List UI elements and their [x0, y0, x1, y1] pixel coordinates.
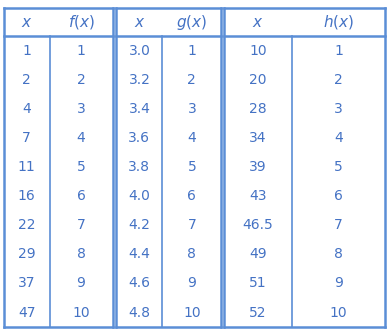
Text: 6: 6	[187, 189, 196, 203]
Text: 34: 34	[249, 131, 267, 145]
Text: 49: 49	[249, 247, 267, 261]
Text: 4.0: 4.0	[128, 189, 151, 203]
Text: 5: 5	[334, 160, 343, 174]
Text: 3: 3	[187, 102, 196, 116]
Text: 10: 10	[249, 44, 267, 58]
Text: 1: 1	[77, 44, 86, 58]
Text: 2: 2	[334, 73, 343, 87]
Text: 4: 4	[22, 102, 31, 116]
Text: $\mathit{h}(\mathit{x})$: $\mathit{h}(\mathit{x})$	[323, 13, 354, 31]
Text: 2: 2	[22, 73, 31, 87]
Text: 6: 6	[77, 189, 86, 203]
Text: 10: 10	[329, 305, 347, 319]
Text: 1: 1	[187, 44, 196, 58]
Text: 4: 4	[77, 131, 86, 145]
Text: 4.4: 4.4	[128, 247, 151, 261]
Text: 37: 37	[18, 276, 35, 290]
Text: $\mathit{f}(\mathit{x})$: $\mathit{f}(\mathit{x})$	[68, 13, 95, 31]
Text: 7: 7	[77, 218, 86, 232]
Text: 11: 11	[18, 160, 35, 174]
Text: 52: 52	[249, 305, 267, 319]
Text: 29: 29	[18, 247, 35, 261]
Text: 6: 6	[334, 189, 343, 203]
Text: 9: 9	[334, 276, 343, 290]
Text: 3.6: 3.6	[128, 131, 151, 145]
Text: 7: 7	[334, 218, 343, 232]
Text: 8: 8	[77, 247, 86, 261]
Text: 51: 51	[249, 276, 267, 290]
Text: 9: 9	[77, 276, 86, 290]
Text: 4.6: 4.6	[128, 276, 151, 290]
Text: 3.0: 3.0	[128, 44, 151, 58]
Text: 4: 4	[334, 131, 343, 145]
Text: 28: 28	[249, 102, 267, 116]
Text: $\mathit{x}$: $\mathit{x}$	[21, 15, 32, 30]
Text: 10: 10	[183, 305, 201, 319]
Text: 5: 5	[187, 160, 196, 174]
Text: 2: 2	[187, 73, 196, 87]
Text: 47: 47	[18, 305, 35, 319]
Text: 3: 3	[77, 102, 86, 116]
Text: 2: 2	[77, 73, 86, 87]
Text: $\mathit{g}(\mathit{x})$: $\mathit{g}(\mathit{x})$	[176, 13, 207, 32]
Text: 20: 20	[249, 73, 267, 87]
Text: 16: 16	[18, 189, 35, 203]
Text: 3: 3	[334, 102, 343, 116]
Text: 9: 9	[187, 276, 196, 290]
Text: 8: 8	[334, 247, 343, 261]
Text: 4.2: 4.2	[128, 218, 151, 232]
Text: 43: 43	[249, 189, 267, 203]
Text: 39: 39	[249, 160, 267, 174]
Text: 7: 7	[22, 131, 31, 145]
Text: 22: 22	[18, 218, 35, 232]
Text: 5: 5	[77, 160, 86, 174]
Text: 1: 1	[22, 44, 31, 58]
Text: 8: 8	[187, 247, 196, 261]
Text: 3.4: 3.4	[128, 102, 151, 116]
Text: 3.2: 3.2	[128, 73, 151, 87]
Text: 4: 4	[187, 131, 196, 145]
Text: 46.5: 46.5	[243, 218, 273, 232]
Text: $\mathit{x}$: $\mathit{x}$	[252, 15, 264, 30]
Text: 4.8: 4.8	[128, 305, 151, 319]
Text: 10: 10	[72, 305, 90, 319]
Text: $\mathit{x}$: $\mathit{x}$	[134, 15, 145, 30]
Text: 1: 1	[334, 44, 343, 58]
Text: 3.8: 3.8	[128, 160, 151, 174]
Text: 7: 7	[187, 218, 196, 232]
